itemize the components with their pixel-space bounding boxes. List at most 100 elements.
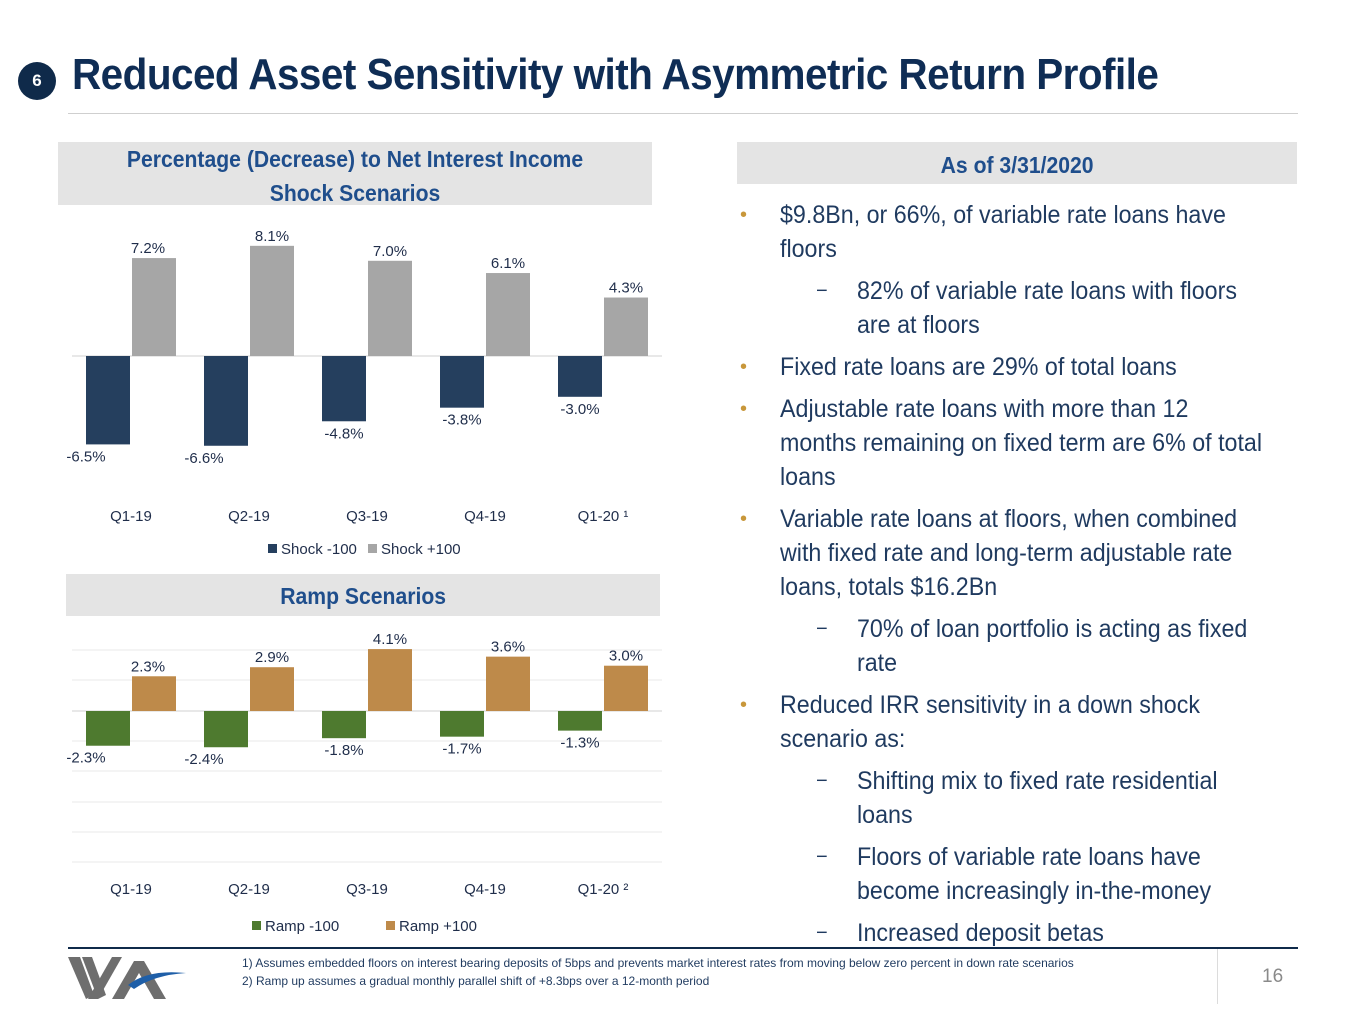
data-label: -6.5% <box>66 448 105 465</box>
bar-shock-100 <box>132 258 176 356</box>
bullet-text: 82% of variable rate loans with floors a… <box>857 277 1237 339</box>
data-label: 3.0% <box>609 648 643 665</box>
category-label: Q1-20 ¹ <box>578 508 629 525</box>
bullet-text: Increased deposit betas <box>857 919 1104 947</box>
ramp-scenarios-chart: -2.3% 2.3% Q1-19 -2.4% 2.9% Q2-19 -1.8% 4.1% Q3-… <box>66 631 662 935</box>
category-label: Q2-19 <box>228 881 270 898</box>
bar-ramp-100 <box>368 649 412 711</box>
data-label: 2.3% <box>131 658 165 675</box>
legend-label: Shock -100 <box>281 541 357 558</box>
category-label: Q4-19 <box>464 508 506 525</box>
bullet-item: − Shifting mix to fixed rate residential … <box>740 764 1300 832</box>
as-of-header: As of 3/31/2020 <box>737 142 1297 184</box>
legend-label: Ramp +100 <box>399 918 477 935</box>
data-label: 6.1% <box>491 255 525 272</box>
bar-shock-100 <box>86 356 130 445</box>
shock-scenarios-chart: -6.5% 7.2% Q1-19 -6.6% 8.1% Q2-19 -4.8% 7.0% Q3-… <box>66 228 662 558</box>
bullet-marker: • <box>740 398 748 420</box>
legend-swatch <box>368 544 377 553</box>
bar-ramp-100 <box>558 711 602 731</box>
bar-ramp-100 <box>440 711 484 737</box>
category-label: Q3-19 <box>346 508 388 525</box>
data-label: 2.9% <box>255 649 289 666</box>
title-divider <box>68 113 1298 114</box>
bar-shock-100 <box>558 356 602 397</box>
bullet-marker: • <box>740 356 748 378</box>
bullet-item: • Reduced IRR sensitivity in a down shock… <box>740 688 1300 756</box>
bullet-text: Floors of variable rate loans have becom… <box>857 843 1212 905</box>
bar-ramp-100 <box>322 711 366 739</box>
bullet-text: Shifting mix to fixed rate residential l… <box>857 767 1218 829</box>
data-label: 4.1% <box>373 631 407 648</box>
bar-shock-100 <box>250 245 294 356</box>
sub-bullet-marker: − <box>816 770 828 792</box>
legend-label: Ramp -100 <box>265 918 339 935</box>
ramp-chart-title: Ramp Scenarios <box>280 583 446 609</box>
bar-ramp-100 <box>204 711 248 748</box>
section-number-badge: 6 <box>18 62 56 100</box>
bullet-text: $9.8Bn, or 66%, of variable rate loans h… <box>780 201 1226 263</box>
footnote-2: 2) Ramp up assumes a gradual monthly par… <box>242 974 710 988</box>
data-label: -1.7% <box>442 741 481 758</box>
legend-swatch <box>386 921 395 930</box>
data-label: -6.6% <box>184 450 223 467</box>
bullet-text: Variable rate loans at floors, when comb… <box>780 505 1238 601</box>
bullet-item: − Increased deposit betas <box>740 916 1300 950</box>
category-label: Q2-19 <box>228 508 270 525</box>
bullet-marker: • <box>740 204 748 226</box>
shock-chart-title-line1: Percentage (Decrease) to Net Interest In… <box>126 146 584 172</box>
data-label: -2.3% <box>66 750 105 767</box>
sub-bullet-marker: − <box>816 846 828 868</box>
footer-divider <box>68 947 1298 949</box>
legend-label: Shock +100 <box>381 541 461 558</box>
legend-swatch <box>252 921 261 930</box>
bullet-item: − 70% of loan portfolio is acting as fixe… <box>740 612 1300 680</box>
shock-chart-header: Percentage (Decrease) to Net Interest In… <box>58 142 652 206</box>
bullet-item: • Variable rate loans at floors, when com… <box>740 502 1300 604</box>
bar-shock-100 <box>322 356 366 422</box>
data-label: -4.8% <box>324 425 363 442</box>
data-label: 7.0% <box>373 243 407 260</box>
bullet-item: • Fixed rate loans are 29% of total loans <box>740 350 1300 384</box>
bar-ramp-100 <box>486 656 530 711</box>
bar-ramp-100 <box>604 665 648 711</box>
data-label: 8.1% <box>255 228 289 245</box>
data-label: 7.2% <box>131 240 165 257</box>
as-of-title: As of 3/31/2020 <box>940 152 1094 178</box>
page-title: Reduced Asset Sensitivity with Asymmetri… <box>72 50 1159 99</box>
footer-vertical-divider <box>1217 949 1218 1004</box>
legend-swatch <box>268 544 277 553</box>
data-label: -3.8% <box>442 412 481 429</box>
category-label: Q1-20 ² <box>578 881 629 898</box>
bar-shock-100 <box>204 356 248 446</box>
category-label: Q1-19 <box>110 508 152 525</box>
bullet-text: 70% of loan portfolio is acting as fixed… <box>857 615 1248 677</box>
sub-bullet-marker: − <box>816 280 828 302</box>
data-label: -1.8% <box>324 742 363 759</box>
bar-shock-100 <box>604 297 648 356</box>
data-label: -3.0% <box>560 401 599 418</box>
bar-shock-100 <box>368 260 412 356</box>
ramp-chart-header: Ramp Scenarios <box>66 574 660 616</box>
bullet-marker: • <box>740 508 748 530</box>
bullet-item: − 82% of variable rate loans with floors … <box>740 274 1300 342</box>
shock-chart-title-line2: Shock Scenarios <box>269 180 441 206</box>
data-label: -1.3% <box>560 735 599 752</box>
bullet-text: Reduced IRR sensitivity in a down shock … <box>780 691 1200 753</box>
bullet-list: • $9.8Bn, or 66%, of variable rate loans … <box>740 198 1300 958</box>
data-label: 3.6% <box>491 639 525 656</box>
category-label: Q4-19 <box>464 881 506 898</box>
bar-ramp-100 <box>132 676 176 711</box>
bullet-item: − Floors of variable rate loans have beco… <box>740 840 1300 908</box>
bar-ramp-100 <box>86 711 130 746</box>
company-logo-icon <box>68 957 186 999</box>
bullet-text: Fixed rate loans are 29% of total loans <box>780 353 1177 381</box>
footnote-1: 1) Assumes embedded floors on interest b… <box>242 956 1074 970</box>
category-label: Q3-19 <box>346 881 388 898</box>
bullet-item: • Adjustable rate loans with more than 12… <box>740 392 1300 494</box>
bullet-marker: • <box>740 694 748 716</box>
bullet-text: Adjustable rate loans with more than 12 … <box>780 395 1263 491</box>
page-number: 16 <box>1262 966 1284 987</box>
sub-bullet-marker: − <box>816 618 828 640</box>
bar-shock-100 <box>486 273 530 356</box>
